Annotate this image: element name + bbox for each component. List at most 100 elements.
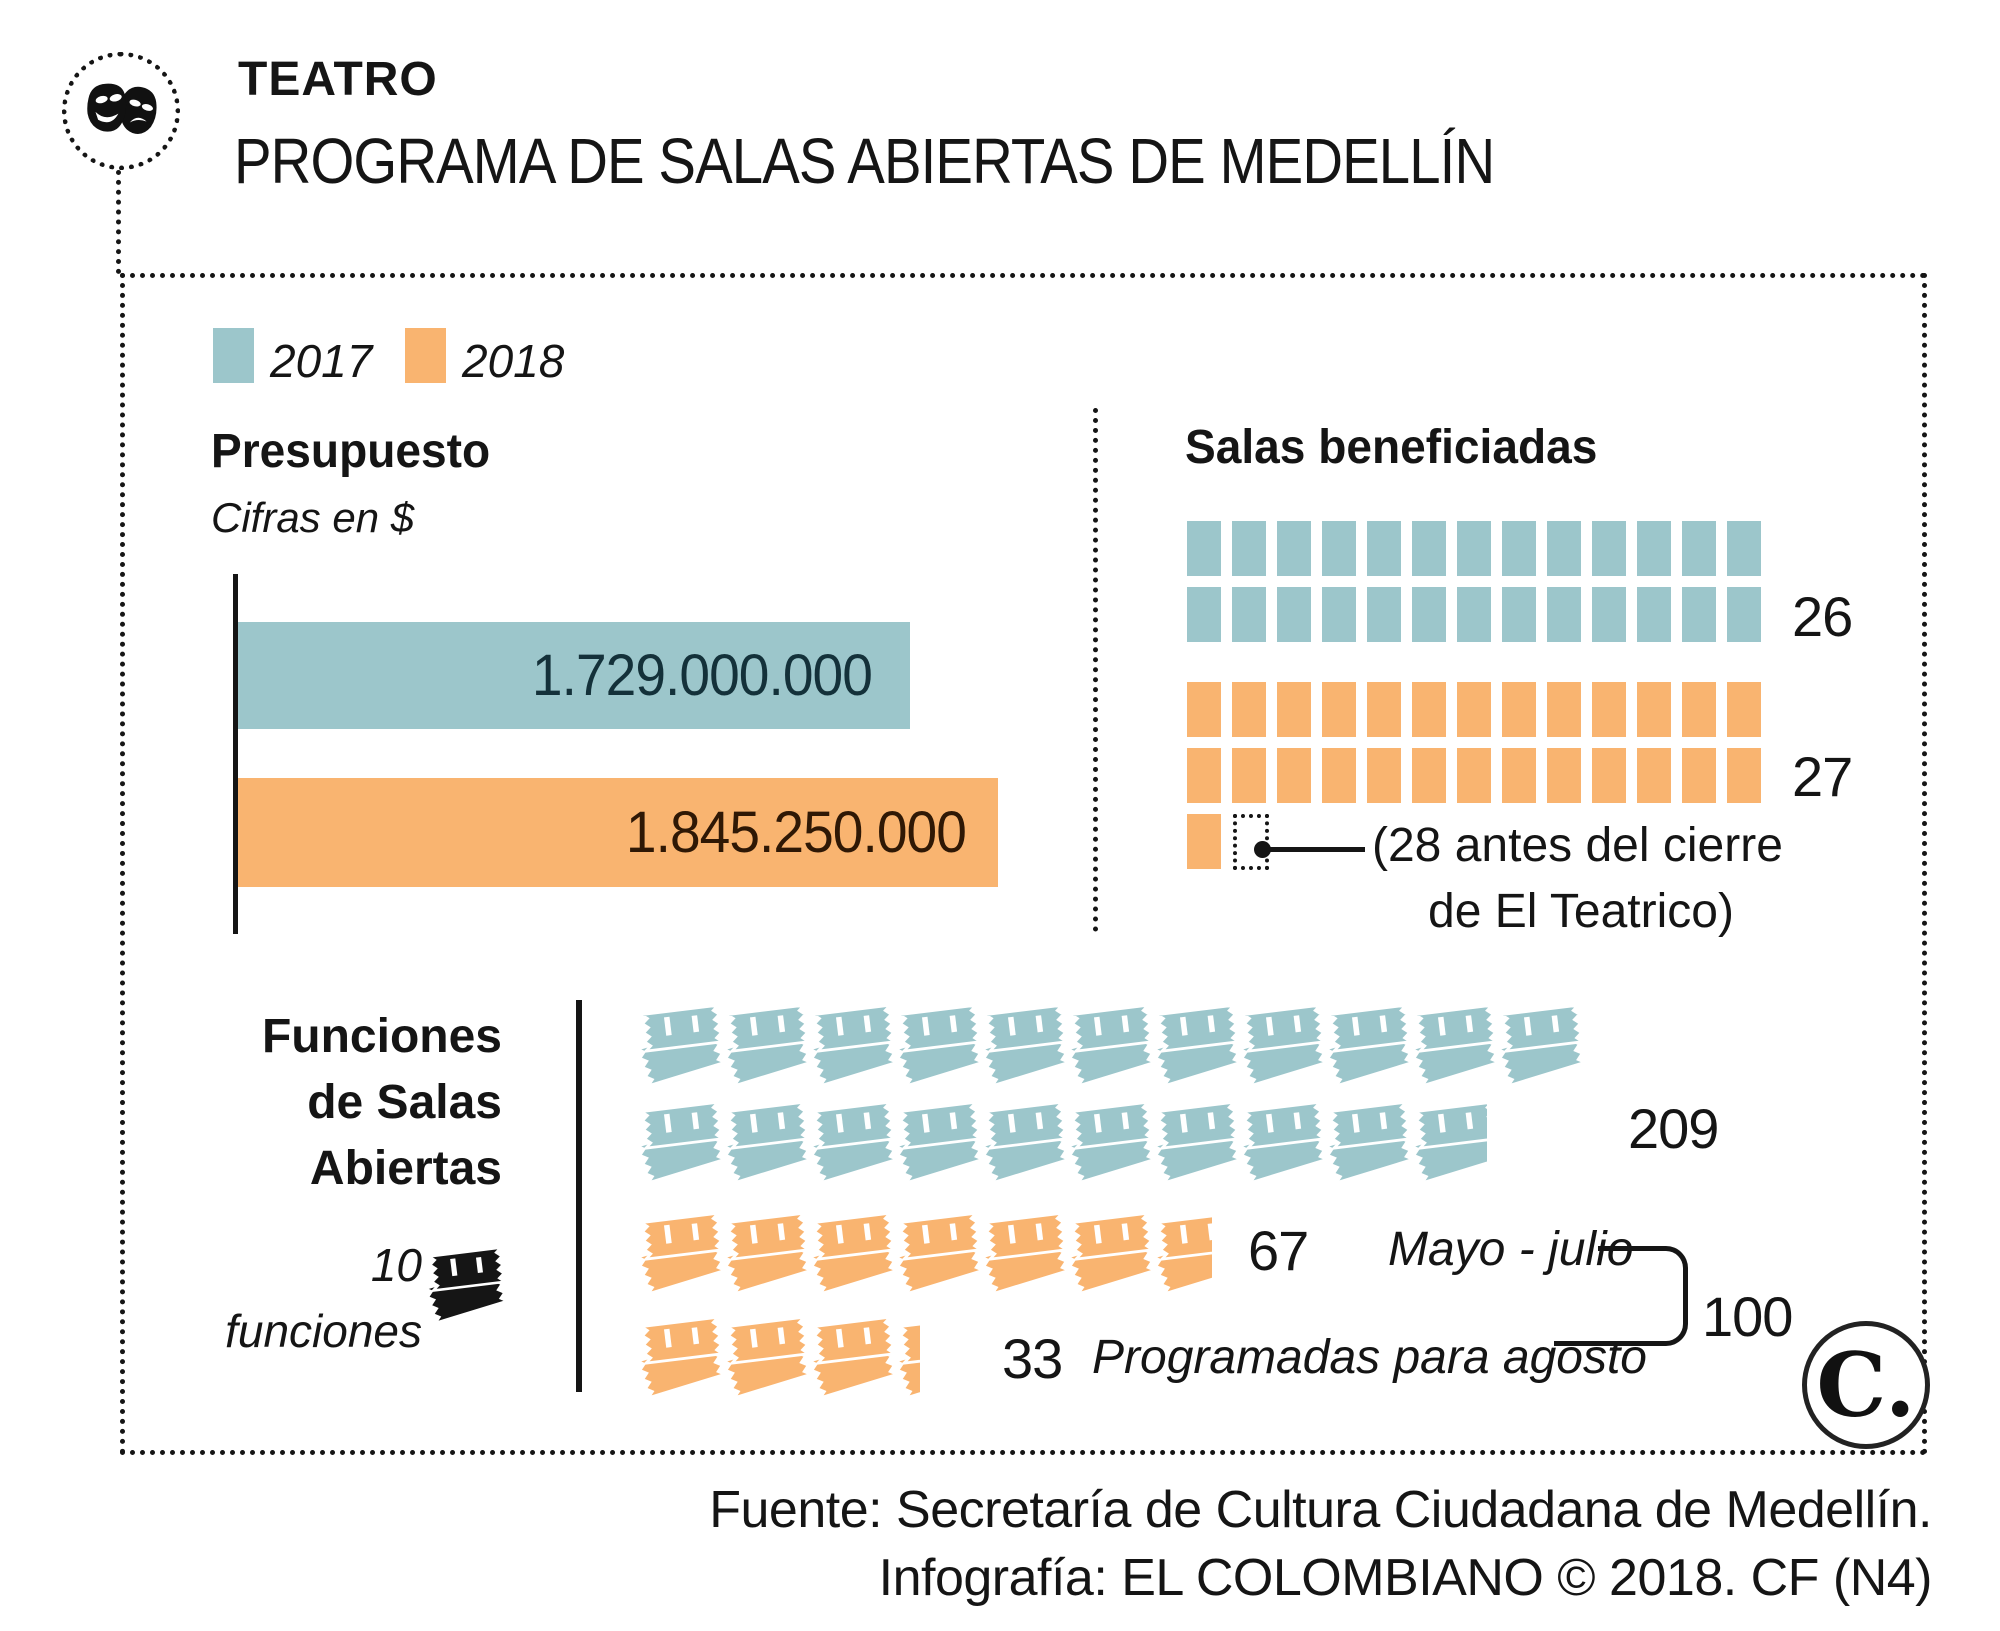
sala-unit-square <box>1277 748 1311 803</box>
budget-value-2018: 1.845.250.000 <box>625 800 967 865</box>
ticket-icon <box>808 1085 894 1193</box>
ticket-icon <box>636 1196 722 1304</box>
ticket-icon <box>636 1085 722 1193</box>
ticket-icon <box>1496 988 1582 1096</box>
budget-title: Presupuesto <box>211 425 491 478</box>
total-bracket-top <box>1598 1246 1688 1296</box>
funciones-axis <box>576 1000 582 1392</box>
sala-unit-square <box>1727 748 1761 803</box>
ticket-icon <box>1324 988 1410 1096</box>
sala-unit-square <box>1322 682 1356 737</box>
sala-unit-square <box>1457 521 1491 576</box>
ticket-icon <box>722 1085 808 1193</box>
sala-unit-square <box>1232 748 1266 803</box>
sala-unit-square <box>1682 587 1716 642</box>
ticket-icon <box>808 1196 894 1304</box>
sala-unit-square <box>1727 521 1761 576</box>
unit-ticket-icon <box>424 1234 510 1330</box>
sala-unit-square <box>1547 521 1581 576</box>
sala-unit-square <box>1682 521 1716 576</box>
sala-unit-square <box>1457 682 1491 737</box>
budget-value-2017: 1.729.000.000 <box>531 643 873 708</box>
sala-unit-square <box>1592 682 1626 737</box>
sala-unit-square <box>1367 521 1401 576</box>
budget-subtitle: Cifras en $ <box>211 494 415 541</box>
ticket-icon <box>1238 1085 1324 1193</box>
source-credit: Fuente: Secretaría de Cultura Ciudadana … <box>709 1481 1932 1539</box>
theater-masks-icon <box>77 75 165 147</box>
total-bracket-bottom <box>1554 1296 1688 1346</box>
funciones-title-line2: de Salas <box>307 1076 502 1129</box>
sala-unit-square <box>1637 748 1671 803</box>
sala-unit-square <box>1367 748 1401 803</box>
sala-unit-square <box>1637 521 1671 576</box>
sala-unit-square <box>1412 587 1446 642</box>
sala-unit-square <box>1232 521 1266 576</box>
sala-unit-square <box>1727 682 1761 737</box>
ticket-icon <box>636 1300 722 1408</box>
ticket-icon <box>722 988 808 1096</box>
salas-count-2017: 26 <box>1792 585 1853 648</box>
theater-masks-badge <box>62 52 180 170</box>
ticket-icon <box>1152 988 1238 1096</box>
el-colombiano-logo: C. <box>1802 1321 1930 1449</box>
sala-unit-square <box>1637 682 1671 737</box>
sala-unit-square <box>1547 748 1581 803</box>
sala-unit-square <box>1277 521 1311 576</box>
sala-unit-square <box>1187 748 1221 803</box>
sala-unit-square <box>1322 748 1356 803</box>
ticket-icon <box>980 988 1066 1096</box>
sala-unit-square <box>1412 682 1446 737</box>
sala-unit-square <box>1187 521 1221 576</box>
salas-grid-2017 <box>1187 521 1761 642</box>
sala-unit-square <box>1547 587 1581 642</box>
salas-grid-2018 <box>1187 682 1761 869</box>
funciones-title: Funciones de Salas Abiertas <box>180 1004 502 1202</box>
ticket-icon <box>894 1196 980 1304</box>
sala-unit-square <box>1412 748 1446 803</box>
sala-unit-square <box>1502 682 1536 737</box>
sala-unit-square <box>1187 682 1221 737</box>
sala-unit-square <box>1277 587 1311 642</box>
funciones-title-line1: Funciones <box>261 1010 502 1063</box>
sala-unit-square <box>1232 682 1266 737</box>
sala-unit-square <box>1727 587 1761 642</box>
funciones-note-2018a: Mayo - julio <box>1388 1223 1634 1276</box>
sala-unit-square <box>1367 682 1401 737</box>
legend-swatch-2017 <box>213 328 254 383</box>
ticket-icon <box>894 1300 920 1408</box>
salas-count-2018: 27 <box>1792 745 1853 808</box>
ticket-icon <box>1410 988 1496 1096</box>
sala-unit-square <box>1502 587 1536 642</box>
sala-unit-square <box>1277 682 1311 737</box>
dotted-connector-line <box>116 170 121 274</box>
logo-letter: C. <box>1816 1333 1916 1437</box>
ticket-icon <box>1324 1085 1410 1193</box>
legend-label-2018: 2018 <box>462 335 565 387</box>
callout-line <box>1267 847 1365 852</box>
ticket-icon <box>1152 1085 1238 1193</box>
salas-note-line1: (28 antes del cierre <box>1372 819 1783 872</box>
unit-legend-word: funciones <box>225 1305 422 1357</box>
sala-unit-square <box>1457 748 1491 803</box>
unit-legend-value: 10 <box>370 1239 422 1291</box>
ticket-icon <box>1066 1196 1152 1304</box>
sala-unit-square <box>1322 521 1356 576</box>
ticket-icon <box>980 1196 1066 1304</box>
infographic-credit: Infografía: EL COLOMBIANO © 2018. CF (N4… <box>878 1549 1933 1607</box>
sala-unit-square <box>1322 587 1356 642</box>
ticket-icon <box>1238 988 1324 1096</box>
sala-unit-square <box>1457 587 1491 642</box>
budget-axis <box>233 574 238 934</box>
ticket-icon <box>1066 988 1152 1096</box>
content-frame <box>120 273 1927 1455</box>
salas-title: Salas beneficiadas <box>1185 421 1598 474</box>
sala-unit-square <box>1367 587 1401 642</box>
funciones-total-2018: 100 <box>1702 1285 1793 1348</box>
funciones-count-2018a: 67 <box>1248 1219 1309 1282</box>
legend-swatch-2018 <box>405 328 446 383</box>
budget-bar-2017: 1.729.000.000 <box>238 622 910 729</box>
ticket-icon <box>894 988 980 1096</box>
sala-unit-square <box>1592 748 1626 803</box>
salas-note-line2: de El Teatrico) <box>1428 885 1734 938</box>
